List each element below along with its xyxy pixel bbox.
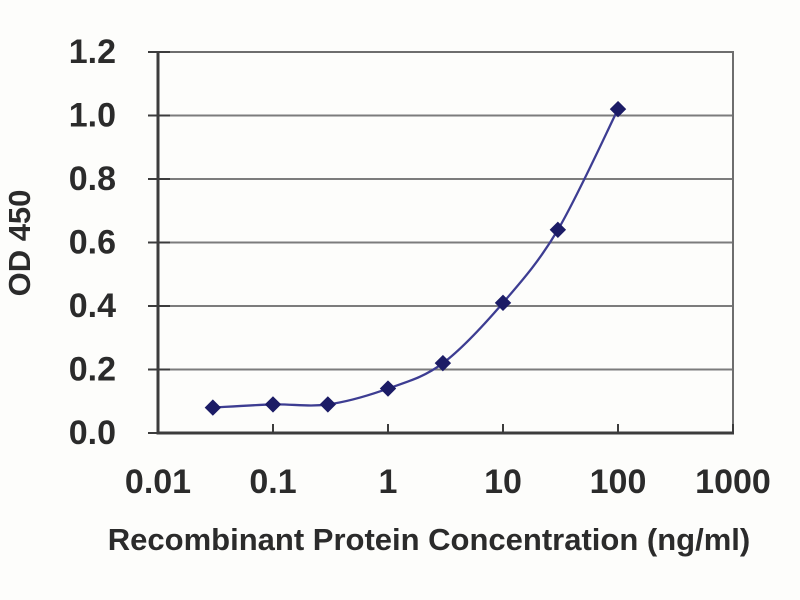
y-tick-label: 1.2 <box>69 33 116 71</box>
data-point-marker <box>434 354 452 372</box>
y-tick-label: 0.4 <box>69 287 116 325</box>
data-point-marker <box>494 294 512 312</box>
data-point-marker <box>549 221 567 239</box>
data-point-marker <box>204 399 222 416</box>
data-point-marker <box>379 380 397 397</box>
x-tick-label: 0.01 <box>125 463 191 501</box>
x-tick-label: 0.1 <box>249 463 296 501</box>
data-point-marker <box>264 396 282 413</box>
y-tick-label: 0.0 <box>69 414 116 452</box>
x-tick-label: 100 <box>590 463 647 501</box>
y-tick-label: 0.6 <box>69 224 116 262</box>
y-tick-label: 0.8 <box>69 160 116 198</box>
data-point-marker <box>319 396 337 413</box>
series-line <box>212 108 620 409</box>
x-tick-label: 1 <box>379 463 398 501</box>
x-tick-label: 1000 <box>695 463 771 501</box>
y-axis-title: OD 450 <box>2 189 37 297</box>
y-tick-label: 0.2 <box>69 351 116 389</box>
x-tick-label: 10 <box>484 463 522 501</box>
y-tick-label: 1.0 <box>69 97 116 135</box>
data-point-marker <box>609 100 627 118</box>
x-axis-title: Recombinant Protein Concentration (ng/ml… <box>107 522 751 557</box>
